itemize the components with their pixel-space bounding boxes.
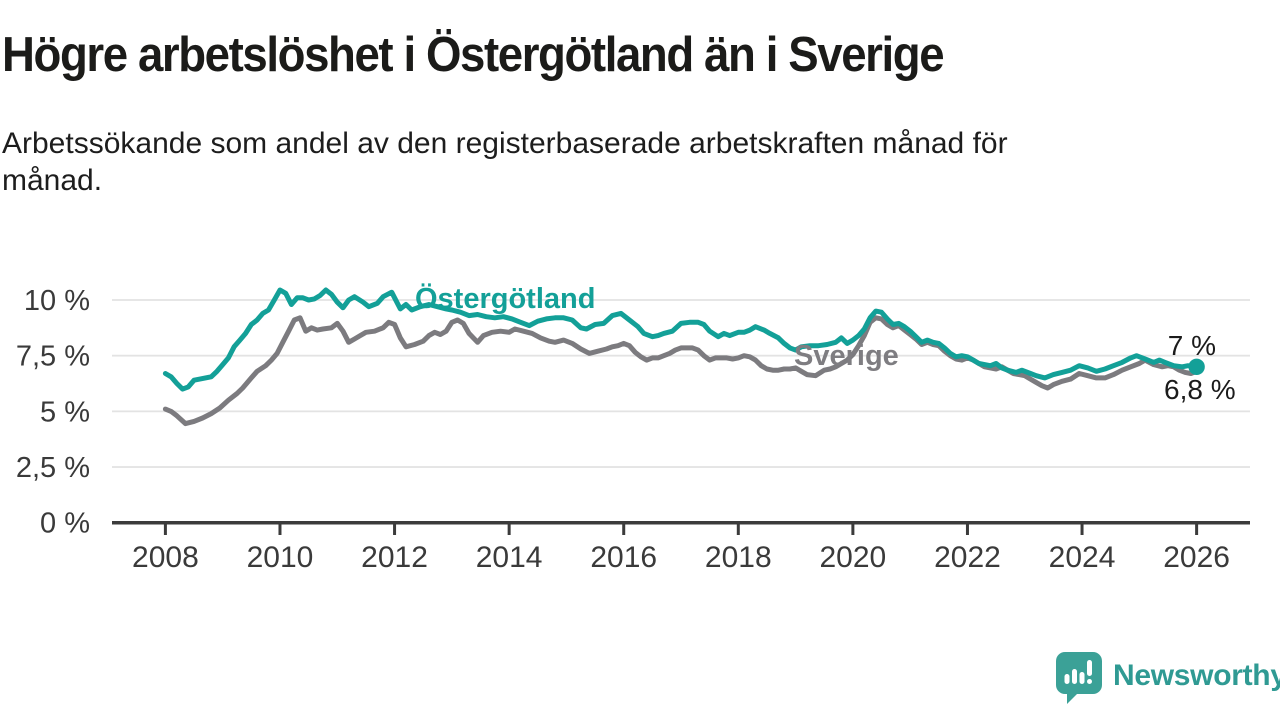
x-tick-label: 2010 bbox=[247, 541, 314, 574]
series-end-dot-östergötland bbox=[1188, 358, 1205, 376]
end-value-ostergotland: 7 % bbox=[1167, 330, 1216, 361]
gridline bbox=[112, 410, 1250, 413]
y-tick-label: 7,5 % bbox=[16, 341, 90, 373]
x-tick-label: 2014 bbox=[476, 541, 543, 574]
x-tick-label: 2008 bbox=[132, 541, 199, 574]
x-tick-mark bbox=[163, 523, 167, 535]
x-axis-line bbox=[112, 521, 1250, 525]
x-tick-label: 2020 bbox=[820, 541, 887, 574]
gridline bbox=[112, 466, 1250, 468]
x-tick-mark bbox=[278, 523, 282, 535]
newsworthy-logo: Newsworthy bbox=[1056, 652, 1280, 704]
x-tick-mark bbox=[622, 523, 626, 535]
x-tick-label: 2024 bbox=[1049, 541, 1116, 574]
y-tick-label: 5 % bbox=[40, 396, 90, 428]
x-tick-label: 2012 bbox=[361, 541, 428, 574]
x-tick-mark bbox=[1080, 523, 1084, 535]
x-tick-label: 2018 bbox=[705, 541, 772, 574]
series-line-östergötland bbox=[162, 287, 1200, 392]
x-tick-mark bbox=[736, 523, 740, 535]
x-tick-mark bbox=[393, 523, 397, 535]
x-tick-mark bbox=[965, 523, 969, 535]
x-tick-label: 2026 bbox=[1163, 541, 1230, 574]
x-tick-mark bbox=[1195, 523, 1199, 535]
gridline bbox=[112, 299, 1250, 301]
newsworthy-logo-text: Newsworthy bbox=[1113, 659, 1280, 692]
y-tick-label: 2,5 % bbox=[16, 452, 90, 484]
series-line-sverige bbox=[162, 315, 1200, 427]
series-label-ostergotland: Östergötland bbox=[415, 283, 596, 315]
end-value-sverige: 6,8 % bbox=[1164, 374, 1236, 405]
x-tick-mark bbox=[507, 523, 511, 535]
y-tick-label: 0 % bbox=[40, 508, 90, 540]
x-tick-label: 2022 bbox=[934, 541, 1001, 574]
series-label-sverige: Sverige bbox=[794, 340, 899, 372]
x-tick-label: 2016 bbox=[590, 541, 657, 574]
x-tick-mark bbox=[851, 523, 855, 535]
y-tick-label: 10 % bbox=[24, 285, 90, 317]
page-title: Högre arbetslöshet i Östergötland än i S… bbox=[2, 28, 945, 82]
page-subtitle: Arbetssökande som andel av den registerb… bbox=[2, 127, 1008, 197]
gridline bbox=[112, 354, 1250, 357]
newsworthy-logo-icon bbox=[1056, 652, 1102, 704]
